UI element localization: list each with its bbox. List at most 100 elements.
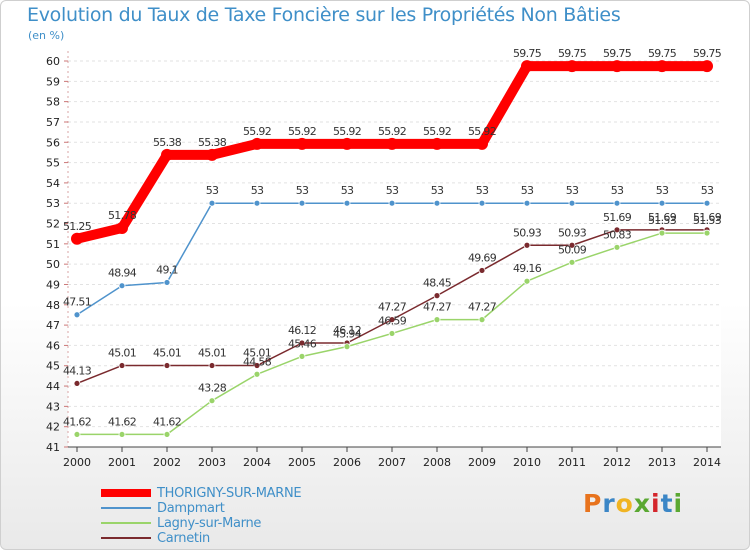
data-label: 53 (341, 184, 354, 197)
data-point (298, 199, 306, 207)
x-tick-label: 2006 (333, 456, 361, 469)
y-tick-label: 52 (46, 218, 60, 231)
data-label: 51.53 (648, 214, 677, 227)
data-point (658, 199, 666, 207)
data-point (118, 282, 126, 290)
legend: THORIGNY-SUR-MARNE Dampmart Lagny-sur-Marn… (101, 486, 361, 546)
y-axis-ticks: 41 42 43 44 45 46 47 48 49 50 51 52 53 54 55 56 57 58 59 60 (46, 55, 68, 454)
data-point (161, 148, 173, 161)
data-point (433, 292, 441, 300)
x-tick-label: 2014 (693, 456, 721, 469)
logo-letter: t (660, 489, 674, 518)
data-point (523, 277, 531, 285)
data-label: 41.62 (108, 415, 136, 428)
data-point (163, 279, 171, 286)
data-label: 55.38 (198, 136, 227, 149)
data-label: 53 (656, 184, 669, 197)
x-tick-label: 2011 (558, 456, 586, 469)
data-label: 55.92 (378, 125, 406, 138)
data-label: 51.53 (693, 214, 722, 227)
logo-letter: i (651, 489, 661, 518)
data-point (116, 221, 128, 234)
data-label: 46.12 (333, 324, 361, 337)
data-point (433, 199, 441, 207)
y-tick-label: 45 (46, 360, 60, 373)
logo-letter: i (673, 489, 684, 518)
data-point (566, 60, 578, 73)
data-label: 51.78 (108, 209, 137, 222)
y-tick-label: 49 (46, 278, 60, 291)
x-tick-label: 2013 (648, 456, 676, 469)
y-tick-label: 55 (46, 157, 60, 170)
data-point (568, 241, 576, 249)
data-label: 50.09 (558, 243, 587, 256)
data-label: 59.75 (648, 47, 677, 60)
data-label: 49.16 (513, 262, 542, 275)
data-point (521, 60, 533, 73)
y-tick-label: 50 (46, 258, 60, 271)
data-label: 53 (611, 184, 624, 197)
y-tick-label: 60 (46, 55, 60, 68)
legend-item: THORIGNY-SUR-MARNE (101, 486, 361, 501)
data-point (431, 137, 443, 150)
logo-letter: P (583, 489, 603, 518)
data-label: 59.75 (513, 47, 542, 60)
data-label: 59.75 (693, 47, 722, 60)
data-point (118, 362, 126, 369)
data-point (613, 243, 621, 251)
data-label: 49.69 (468, 251, 497, 264)
logo-letter: x (633, 489, 651, 518)
data-point (208, 362, 216, 369)
data-point (703, 229, 711, 237)
data-label: 53 (521, 184, 534, 197)
data-label: 53 (431, 184, 444, 197)
data-label: 45.01 (198, 347, 226, 360)
y-tick-label: 57 (46, 116, 60, 129)
x-tick-label: 2007 (378, 456, 406, 469)
data-label: 53 (386, 184, 399, 197)
data-label: 44.13 (63, 364, 92, 377)
data-label: 55.92 (333, 125, 361, 138)
data-point (613, 226, 621, 234)
data-label: 47.27 (378, 301, 407, 314)
data-label: 55.92 (468, 125, 496, 138)
data-label: 53 (566, 184, 579, 197)
data-label: 45.01 (153, 347, 181, 360)
data-label: 51.69 (693, 211, 722, 224)
legend-swatch (101, 507, 151, 509)
data-point (386, 137, 398, 150)
logo-letter: r (602, 489, 616, 518)
y-tick-label: 43 (46, 400, 60, 413)
data-label: 53 (206, 184, 219, 197)
y-tick-label: 58 (46, 96, 60, 109)
data-label: 53 (251, 184, 264, 197)
data-point (476, 137, 488, 150)
data-point (478, 267, 486, 274)
data-point (251, 137, 263, 150)
data-label: 55.38 (153, 136, 182, 149)
legend-item: Carnetin (101, 531, 361, 546)
data-label: 59.75 (558, 47, 587, 60)
data-point (163, 362, 171, 369)
data-point (568, 199, 576, 207)
data-label: 55.92 (423, 125, 451, 138)
legend-swatch (101, 522, 151, 524)
x-tick-label: 2010 (513, 456, 541, 469)
x-tick-label: 2005 (288, 456, 316, 469)
data-point (613, 199, 621, 207)
data-point (523, 199, 531, 207)
legend-label: Lagny-sur-Marne (157, 516, 262, 531)
data-point (523, 241, 531, 249)
data-point (163, 431, 171, 438)
y-tick-label: 47 (46, 319, 60, 332)
x-axis-ticks: 2000 2001 2002 2003 2004 2005 2006 2007 2008 2009… (63, 447, 721, 469)
data-label: 45.01 (108, 347, 136, 360)
legend-label: Carnetin (157, 531, 210, 546)
x-tick-label: 2004 (243, 456, 271, 469)
y-tick-label: 56 (46, 136, 60, 149)
data-label: 55.92 (288, 125, 316, 138)
y-tick-label: 41 (46, 441, 60, 454)
data-point (208, 199, 216, 207)
x-tick-label: 2002 (153, 456, 181, 469)
